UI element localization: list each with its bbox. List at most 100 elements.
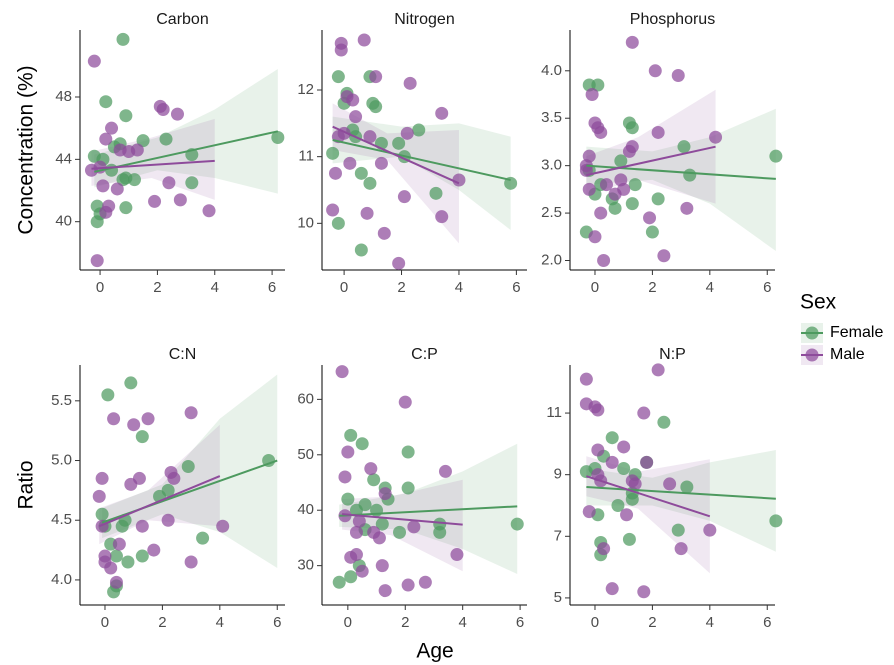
point (349, 525, 363, 539)
y-tick-label: 12 (297, 81, 314, 98)
point (605, 582, 619, 596)
point (105, 163, 119, 177)
point (352, 514, 366, 528)
panel-title: C:N (169, 346, 197, 363)
point (450, 548, 464, 562)
point (135, 519, 149, 533)
x-tick-label: 0 (591, 614, 599, 631)
point (392, 136, 406, 150)
point (185, 176, 199, 190)
legend-label: Female (830, 324, 883, 341)
x-tick-label: 0 (344, 614, 352, 631)
point (671, 69, 685, 83)
point (605, 431, 619, 445)
point (608, 201, 622, 215)
point (637, 585, 651, 599)
point (127, 173, 141, 187)
y-axis-title: Concentration (%) (15, 65, 38, 234)
point (671, 523, 685, 537)
point (107, 412, 121, 426)
point (363, 176, 377, 190)
point (663, 477, 677, 491)
point (585, 88, 599, 102)
legend-label: Male (830, 346, 865, 363)
point (341, 445, 355, 459)
point (344, 428, 358, 442)
point (597, 542, 611, 556)
x-tick-label: 6 (763, 279, 771, 296)
point (582, 149, 596, 163)
point (591, 403, 605, 417)
x-tick-label: 2 (397, 279, 405, 296)
point (99, 132, 113, 146)
point (156, 102, 170, 116)
x-tick-label: 4 (706, 279, 714, 296)
point (109, 575, 123, 589)
panel-title: C:P (411, 346, 438, 363)
point (354, 243, 368, 257)
point (141, 412, 155, 426)
point (393, 525, 407, 539)
point (628, 477, 642, 491)
legend-title: Sex (800, 291, 837, 314)
point (349, 110, 363, 124)
point (398, 395, 412, 409)
point (372, 531, 386, 545)
point (148, 194, 162, 208)
x-tick-label: 4 (211, 279, 219, 296)
point (170, 107, 184, 121)
panel-title: Phosphorus (630, 11, 715, 28)
point (683, 168, 697, 182)
point (99, 95, 113, 109)
point (412, 123, 426, 137)
x-tick-label: 4 (706, 614, 714, 631)
point (338, 470, 352, 484)
point (96, 179, 110, 193)
y-axis-title: Ratio (15, 460, 38, 509)
y-tick-label: 4.0 (541, 62, 562, 79)
point (645, 225, 659, 239)
point (99, 205, 113, 219)
point (651, 192, 665, 206)
x-tick-label: 4 (455, 279, 463, 296)
point (674, 542, 688, 556)
point (510, 517, 524, 531)
point (167, 471, 181, 485)
fit-line (586, 145, 716, 177)
point (599, 178, 613, 192)
point (326, 146, 340, 160)
y-tick-label: 11 (546, 404, 562, 421)
point (135, 549, 149, 563)
x-tick-label: 6 (512, 279, 520, 296)
point (375, 559, 389, 573)
y-tick-label: 30 (297, 557, 314, 574)
confidence-band (339, 443, 518, 574)
fit-line (332, 139, 511, 181)
point (625, 197, 639, 211)
point (173, 193, 187, 207)
y-tick-label: 40 (55, 213, 72, 230)
point (625, 121, 639, 135)
x-axis-title: Age (416, 640, 453, 663)
confidence-band (342, 479, 463, 572)
legend-key-point (805, 348, 819, 362)
point (124, 376, 138, 390)
point (594, 206, 608, 220)
point (147, 543, 161, 557)
point (364, 462, 378, 476)
point (582, 182, 596, 196)
point (680, 480, 694, 494)
point (87, 54, 101, 68)
point (651, 363, 665, 377)
point (605, 455, 619, 469)
fit-line (342, 513, 463, 526)
y-tick-label: 11 (298, 148, 314, 165)
point (132, 471, 146, 485)
point (331, 70, 345, 84)
fit-line (98, 475, 221, 528)
point (594, 125, 608, 139)
point (328, 166, 342, 180)
y-tick-label: 48 (55, 88, 72, 105)
panel-title: Carbon (156, 11, 208, 28)
point (101, 388, 115, 402)
